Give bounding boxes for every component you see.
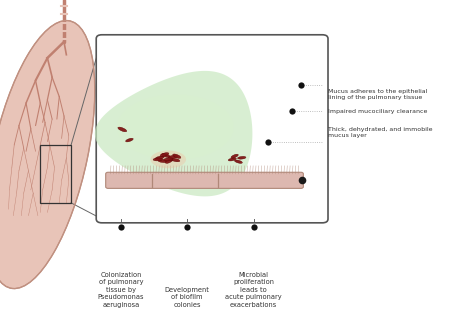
- Ellipse shape: [171, 158, 180, 162]
- Ellipse shape: [155, 156, 164, 159]
- Ellipse shape: [237, 156, 246, 159]
- Text: Colonization
of pulmonary
tissue by
Pseudomonas
aeruginosa: Colonization of pulmonary tissue by Pseu…: [98, 271, 144, 308]
- Bar: [40, 145, 71, 203]
- Polygon shape: [95, 71, 252, 196]
- Ellipse shape: [153, 158, 163, 161]
- Text: Microbial
proliferation
leads to
acute pulmonary
exacerbations: Microbial proliferation leads to acute p…: [225, 271, 282, 308]
- Ellipse shape: [235, 160, 242, 163]
- Ellipse shape: [158, 159, 167, 163]
- Ellipse shape: [231, 154, 238, 158]
- Ellipse shape: [168, 155, 178, 158]
- Ellipse shape: [118, 127, 127, 132]
- Text: Impaired mucociliary clearance: Impaired mucociliary clearance: [328, 109, 428, 114]
- Text: Thick, dehydrated, and immobile
mucus layer: Thick, dehydrated, and immobile mucus la…: [328, 127, 432, 138]
- Ellipse shape: [150, 151, 186, 168]
- Ellipse shape: [162, 154, 170, 157]
- FancyBboxPatch shape: [96, 35, 328, 223]
- FancyBboxPatch shape: [106, 172, 303, 188]
- Polygon shape: [117, 94, 234, 160]
- Ellipse shape: [160, 153, 169, 156]
- Ellipse shape: [165, 159, 173, 163]
- Ellipse shape: [228, 158, 237, 161]
- Ellipse shape: [126, 138, 133, 142]
- Text: Mucus adheres to the epithelial
lining of the pulmonary tissue: Mucus adheres to the epithelial lining o…: [328, 89, 428, 100]
- Text: Development
of biofilm
colonies: Development of biofilm colonies: [165, 287, 210, 308]
- Ellipse shape: [164, 158, 173, 161]
- Ellipse shape: [173, 154, 181, 158]
- Ellipse shape: [0, 21, 95, 289]
